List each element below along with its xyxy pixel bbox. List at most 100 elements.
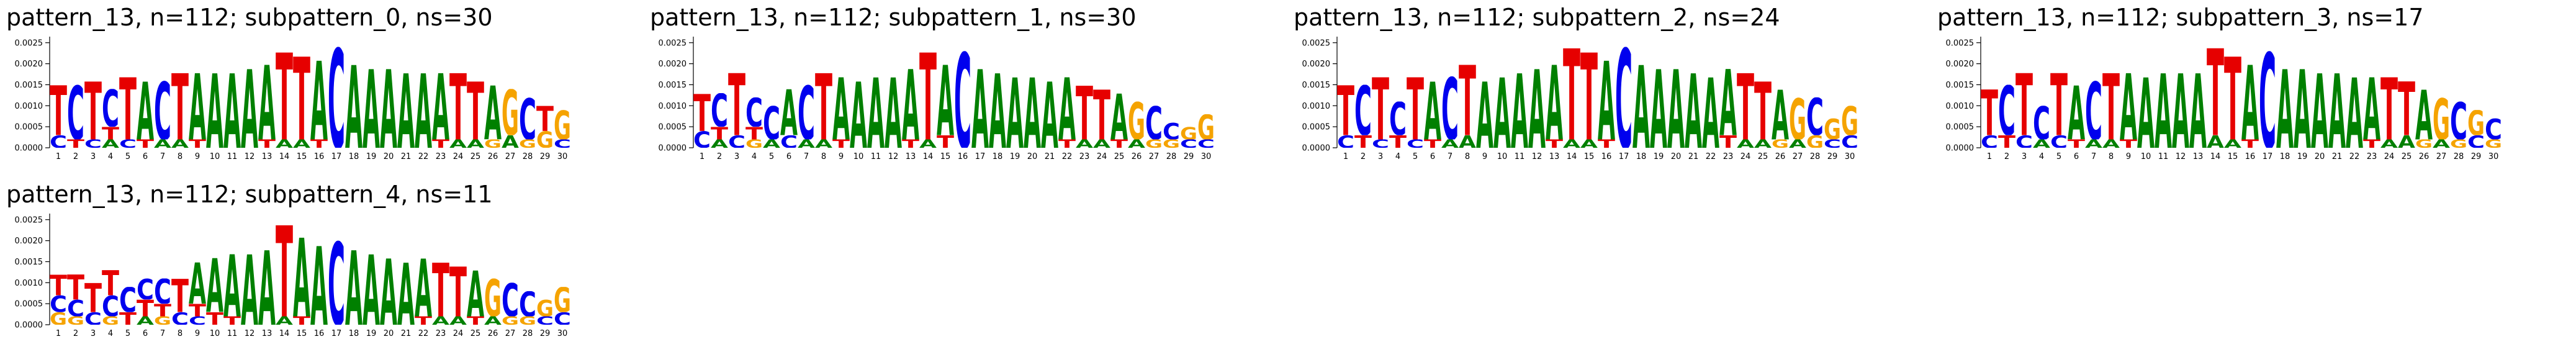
logo-letter-A: A [798,139,815,148]
svg-text:A: A [1459,132,1476,151]
svg-text:T: T [84,66,102,158]
svg-text:T: T [102,124,120,143]
logo-letter-C: C [1841,135,1858,147]
svg-text:A: A [467,259,484,331]
svg-text:A: A [484,71,502,157]
logo-letter-A: A [449,139,467,148]
svg-text:G: G [1163,137,1180,151]
x-tick-label: 30 [1845,152,1855,161]
svg-text:G: G [1772,137,1789,151]
x-tick-label: 19 [366,329,377,338]
svg-text:T: T [467,314,485,328]
logo-letter-A: A [711,139,728,148]
x-tick-label: 4 [108,329,113,338]
svg-text:A: A [171,137,189,151]
svg-text:A: A [276,314,293,328]
logo-letter-A: A [2102,137,2120,151]
svg-text:A: A [102,137,119,151]
x-tick-label: 11 [871,152,881,161]
logo-letter-T: T [223,316,241,325]
x-tick-label: 26 [488,152,498,161]
svg-text:A: A [484,314,502,328]
svg-text:A: A [293,216,310,342]
logo-letter-A: A [2346,76,2363,148]
x-tick-label: 9 [2126,152,2131,161]
x-tick-label: 2 [2004,152,2009,161]
svg-text:T: T [693,84,711,143]
svg-text:A: A [1093,137,1110,151]
logo-letter-A: A [902,68,919,139]
logo-letter-G: G [1824,118,1841,139]
x-tick-label: 28 [523,152,533,161]
logo-letter-C: C [763,106,780,139]
logo-letter-A: A [310,60,328,140]
logo-letter-A: A [2380,139,2398,148]
logo-letter-A: A [815,139,832,148]
x-tick-label: 18 [349,152,359,161]
x-tick-label: 23 [1079,152,1090,161]
svg-text:T: T [2120,137,2138,151]
svg-text:A: A [2102,137,2120,151]
svg-text:T: T [2015,56,2033,156]
svg-text:A: A [154,137,171,151]
svg-text:A: A [363,235,380,348]
logo-letter-G: G [519,139,536,148]
logo-letter-C: C [554,312,571,324]
logo-letter-A: A [2294,68,2311,148]
x-tick-label: 10 [853,152,864,161]
x-tick-label: 8 [178,152,182,161]
x-tick-label: 29 [540,152,551,161]
logo-letter-T: T [50,274,67,296]
logo-letter-T: T [1546,139,1563,148]
logo-letter-G: G [1128,101,1145,139]
y-tick-label: 0.0015 [15,81,43,90]
logo-letter-A: A [223,253,241,317]
x-tick-label: 10 [210,329,220,338]
svg-text:A: A [1685,53,1702,173]
logo-letter-T: T [1981,89,1998,135]
logo-letter-T: T [2380,76,2398,140]
logo-letter-G: G [154,316,171,325]
svg-text:C: C [50,291,67,317]
logo-letter-T: T [102,270,119,296]
logo-letter-T: T [1719,135,1737,147]
logo-letter-C: C [519,97,536,140]
logo-letter-A: A [2224,139,2241,148]
x-tick-label: 4 [1395,152,1400,161]
x-tick-label: 25 [1114,152,1125,161]
logo-letter-A: A [467,139,484,148]
logo-letter-G: G [1163,137,1180,151]
logo-letter-A: A [1441,139,1459,148]
svg-text:T: T [310,137,328,151]
logo-letter-A: A [832,76,850,140]
x-tick-label: 19 [1654,152,1664,161]
svg-text:A: A [1041,65,1058,170]
logo-letter-T: T [154,304,171,316]
x-tick-label: 13 [262,152,272,161]
x-tick-label: 9 [1482,152,1487,161]
y-tick-label: 0.0010 [15,102,43,111]
logo-letter-A: A [1737,139,1754,148]
svg-text:A: A [1024,58,1041,171]
x-tick-label: 9 [195,329,200,338]
svg-text:T: T [1372,60,1389,160]
logo-letter-T: T [2068,139,2085,148]
svg-text:C: C [102,80,119,139]
logo-letter-T: T [449,72,467,139]
x-tick-label: 19 [366,152,377,161]
svg-text:C: C [1615,32,1633,180]
x-tick-label: 25 [471,329,481,338]
svg-text:C: C [798,71,815,157]
svg-text:T: T [1998,132,2016,151]
svg-text:C: C [67,71,84,157]
svg-text:C: C [1197,137,1215,151]
y-tick-label: 0.0000 [1302,143,1331,153]
logo-letter-C: C [1981,135,1998,147]
svg-text:G: G [745,137,763,151]
logo-letter-A: A [1041,65,1058,170]
logo-letter-A: A [345,249,363,325]
logo-letter-T: T [310,137,328,151]
svg-text:A: A [867,58,885,171]
svg-text:C: C [50,132,67,151]
x-tick-label: 30 [557,152,568,161]
